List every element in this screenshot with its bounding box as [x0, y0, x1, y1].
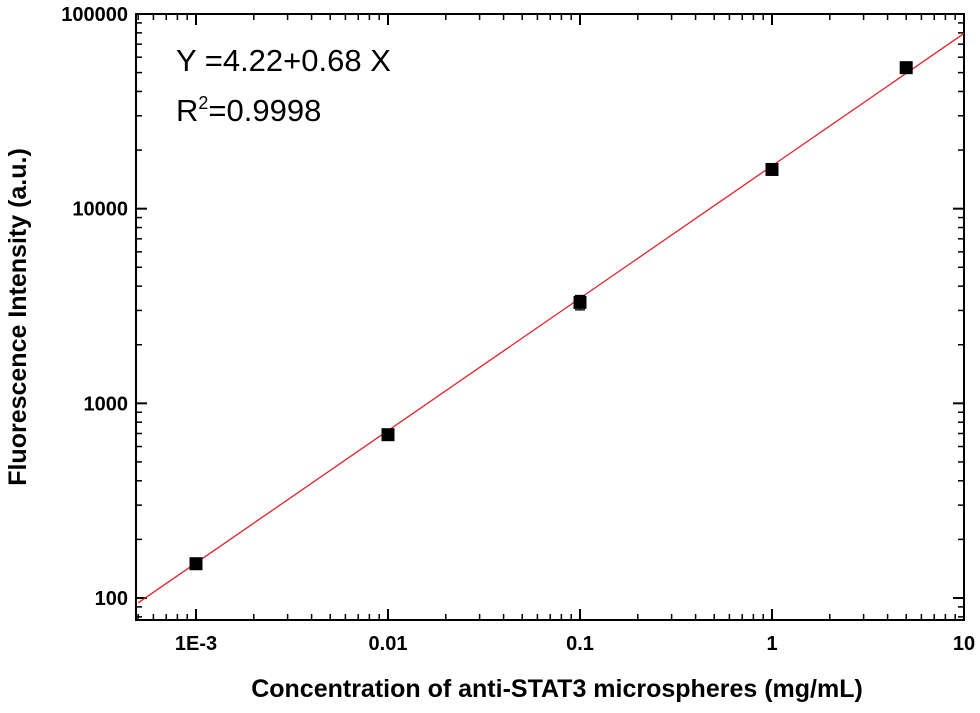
x-minor-ticks: [137, 14, 956, 620]
r2-superscript: 2: [198, 93, 208, 113]
y-tick-label: 100: [95, 588, 128, 610]
fit-line: [137, 32, 965, 604]
y-tick-labels: 100 1000 10000 100000: [61, 4, 128, 610]
data-marker: [765, 162, 779, 176]
x-tick-label: 10: [953, 633, 975, 655]
x-tick-label: 0.01: [369, 633, 408, 655]
data-point: [189, 557, 203, 571]
fit-layer: [137, 32, 965, 604]
data-point: [899, 61, 913, 75]
x-tick-label: 1E-3: [175, 633, 217, 655]
data-marker: [573, 295, 587, 309]
y-major-ticks: [136, 13, 964, 599]
data-point: [765, 162, 779, 176]
x-tick-label: 0.1: [566, 633, 594, 655]
y-tick-label: 10000: [72, 199, 128, 221]
y-tick-label: 1000: [84, 393, 129, 415]
r2-letter: R: [176, 93, 198, 128]
equation-label: Y =4.22+0.68 X: [176, 43, 391, 78]
r2-value: =0.9998: [208, 93, 321, 128]
x-major-ticks: [195, 14, 965, 620]
y-tick-label: 100000: [61, 4, 128, 26]
r2-label: R2=0.9998: [176, 93, 321, 128]
data-marker: [899, 61, 913, 75]
y-minor-ticks: [136, 22, 964, 618]
data-marker: [381, 428, 395, 442]
data-points: [189, 61, 913, 571]
x-tick-label: 1: [766, 633, 777, 655]
data-marker: [189, 557, 203, 571]
data-point: [573, 294, 587, 311]
x-axis-title: Concentration of anti-STAT3 microspheres…: [251, 675, 863, 703]
data-point: [381, 428, 395, 442]
x-tick-labels: 1E-3 0.01 0.1 1 10: [175, 633, 975, 655]
y-axis-title: Fluorescence Intensity (a.u.): [4, 148, 32, 486]
